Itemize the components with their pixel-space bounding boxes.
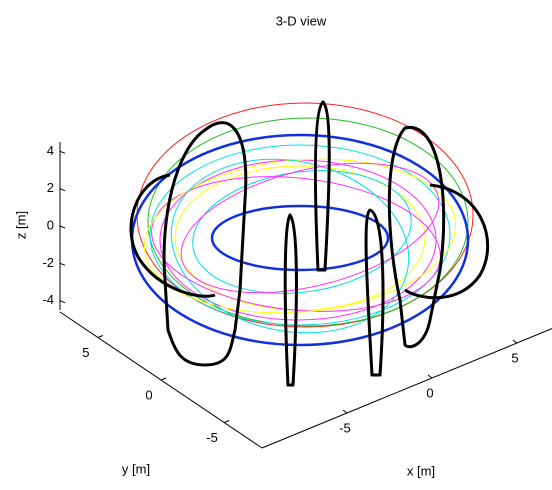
y-tick-label: -5 xyxy=(206,430,218,445)
field-lines xyxy=(130,102,474,347)
field-line xyxy=(149,144,451,326)
z-tick xyxy=(59,188,66,192)
axes: -4 -2 0 2 4 -5 0 5 -5 0 5 xyxy=(42,142,552,449)
y-tick xyxy=(160,377,167,381)
z-axis-label: z [m] xyxy=(13,211,28,239)
coil xyxy=(162,121,248,367)
y-axis-label: y [m] xyxy=(122,461,150,476)
chart-title: 3-D view xyxy=(276,13,327,28)
field-line xyxy=(210,204,390,272)
y-tick xyxy=(97,335,104,338)
coil xyxy=(129,173,216,298)
y-tick-label: 5 xyxy=(82,345,89,360)
z-tick xyxy=(59,225,66,229)
z-tick-label: 4 xyxy=(47,143,54,158)
z-tick xyxy=(59,150,66,154)
x-tick xyxy=(427,374,433,379)
x-tick-label: 5 xyxy=(511,350,518,365)
x-tick xyxy=(512,339,518,344)
z-tick-label: 2 xyxy=(47,180,54,195)
x-axis-label: x [m] xyxy=(407,463,435,478)
y-tick xyxy=(223,420,230,423)
coil xyxy=(283,213,298,387)
y-tick-label: 0 xyxy=(145,387,152,402)
z-tick-label: -4 xyxy=(42,292,54,307)
coil xyxy=(364,208,385,377)
z-tick-label: -2 xyxy=(42,255,54,270)
field-line xyxy=(174,165,426,311)
x-tick-label: -5 xyxy=(339,420,351,435)
coil xyxy=(313,100,331,272)
x-axis-line xyxy=(261,328,552,449)
z-tick-label: 0 xyxy=(47,217,54,232)
x-tick-label: 0 xyxy=(426,385,433,400)
field-line xyxy=(147,117,469,327)
z-tick xyxy=(59,300,66,304)
z-tick xyxy=(59,262,66,266)
coils xyxy=(129,100,490,387)
field-line xyxy=(170,158,410,334)
coil xyxy=(404,183,490,300)
x-tick xyxy=(342,409,348,414)
field-line xyxy=(180,162,440,294)
coil xyxy=(387,126,446,349)
